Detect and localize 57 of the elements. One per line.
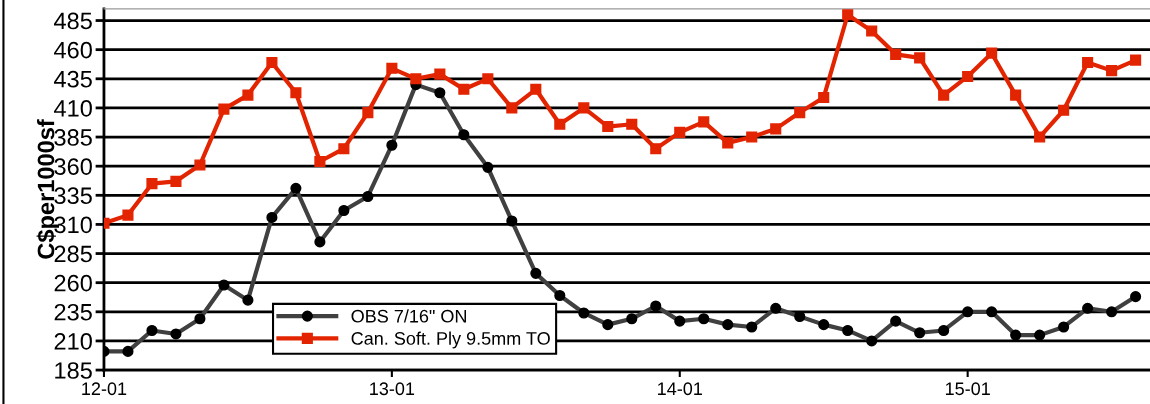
point xyxy=(1082,56,1094,69)
point xyxy=(122,209,134,221)
point xyxy=(1058,104,1070,116)
point xyxy=(770,123,782,135)
point xyxy=(458,83,470,95)
point xyxy=(362,107,374,119)
point xyxy=(434,68,446,80)
legend-label: Can. Soft. Ply 9.5mm TO xyxy=(351,331,550,349)
point xyxy=(794,107,806,119)
x-tick-label: 14-01 xyxy=(658,382,702,396)
point xyxy=(578,102,590,114)
point xyxy=(818,91,830,103)
point xyxy=(962,70,974,83)
point xyxy=(674,126,686,138)
point xyxy=(890,48,902,60)
x-tick-label: 13-01 xyxy=(370,382,415,396)
point xyxy=(626,118,638,130)
point xyxy=(242,89,254,101)
point xyxy=(842,9,854,21)
point xyxy=(602,121,614,133)
y-tick-label: 435 xyxy=(54,70,92,88)
point xyxy=(554,118,566,130)
point xyxy=(1034,131,1046,143)
y-tick-label: 185 xyxy=(55,362,92,379)
point xyxy=(938,89,950,101)
point xyxy=(746,131,758,143)
point xyxy=(218,103,230,115)
point xyxy=(986,47,998,59)
point xyxy=(170,175,182,187)
point xyxy=(338,143,350,155)
point xyxy=(266,56,278,69)
point xyxy=(866,25,878,37)
point xyxy=(290,87,302,99)
point xyxy=(482,73,494,85)
y-tick-label: 210 xyxy=(54,333,92,350)
point xyxy=(506,102,518,114)
point xyxy=(194,159,206,171)
point xyxy=(386,62,398,74)
point xyxy=(1130,54,1142,66)
point xyxy=(650,143,662,155)
point xyxy=(314,155,326,168)
point xyxy=(410,73,422,85)
point xyxy=(530,83,542,95)
x-tick-label: 15-01 xyxy=(945,382,990,396)
point xyxy=(146,178,158,190)
y-tick-label: 485 xyxy=(54,12,92,30)
point xyxy=(914,52,926,64)
point xyxy=(1106,65,1118,77)
y-tick-label: 260 xyxy=(54,274,92,292)
x-tick-label: 12-01 xyxy=(82,382,127,396)
y-tick-label: 410 xyxy=(54,99,92,117)
legend-label: OBS 7/16" ON xyxy=(351,309,466,323)
y-tick-label: 460 xyxy=(54,41,92,59)
point xyxy=(698,116,710,128)
point xyxy=(1010,89,1022,101)
point xyxy=(722,137,734,149)
y-tick-label: 235 xyxy=(54,303,92,321)
